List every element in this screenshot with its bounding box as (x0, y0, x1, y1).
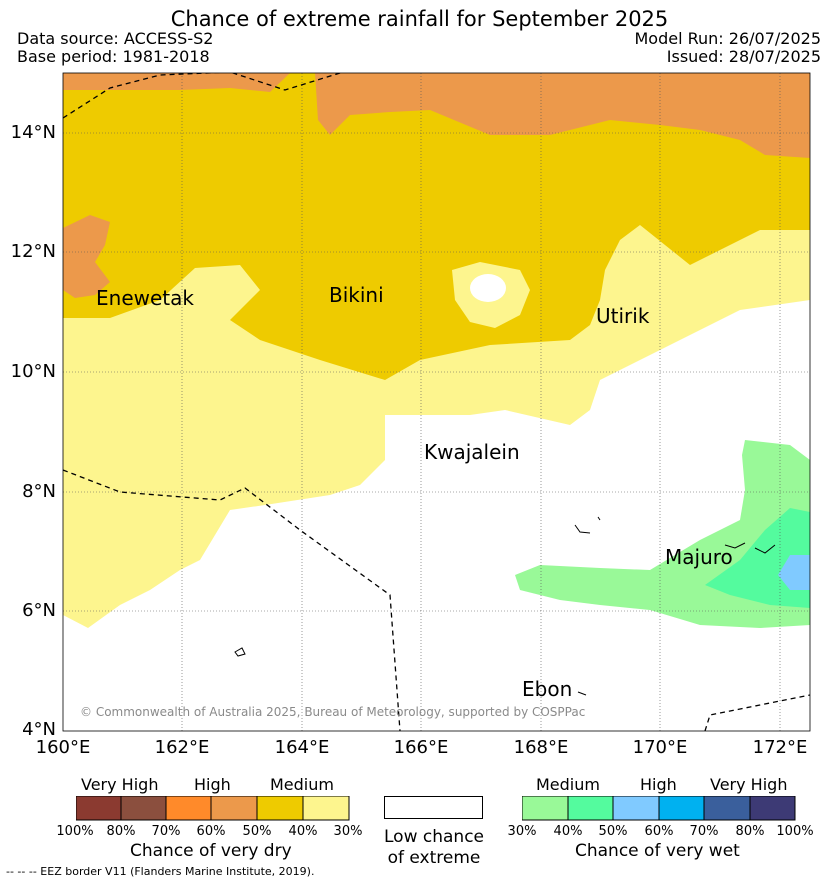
dry-swatch-80-70 (120, 796, 167, 821)
meta-left: Data source: ACCESS-S2 Base period: 1981… (17, 30, 213, 66)
low-chance-line2: of extreme (387, 848, 481, 868)
place-bikini: Bikini (329, 283, 384, 307)
lat-label-6n: 6°N (22, 600, 56, 621)
dry-60-70-region-top (63, 73, 290, 92)
wet-50-60-region (778, 555, 810, 590)
wet-swatch-40-50 (567, 796, 614, 821)
dry-tick-60: 60% (196, 824, 226, 839)
dry-tick-70: 70% (151, 824, 181, 839)
dry-swatch-60-50 (210, 796, 258, 821)
lat-label-10n: 10°N (10, 361, 56, 382)
lon-label-162e: 162°E (154, 737, 210, 758)
wet-legend-title: Chance of very wet (575, 841, 740, 861)
wet-swatch-50-60 (612, 796, 660, 821)
map-fill-layers (63, 73, 810, 731)
dry-tick-50: 50% (242, 824, 272, 839)
lon-label-172e: 172°E (752, 737, 808, 758)
place-kwajalein: Kwajalein (424, 440, 520, 464)
eez-borders (63, 73, 810, 731)
eez-border-note: -- -- -- EEZ border V11 (Flanders Marine… (6, 865, 315, 878)
wet-40-50-region (705, 508, 810, 608)
lon-label-164e: 164°E (274, 737, 330, 758)
base-period: Base period: 1981-2018 (17, 47, 210, 66)
wet-tick-70: 70% (689, 824, 719, 839)
dry-tick-40: 40% (288, 824, 318, 839)
meta-right: Model Run: 26/07/2025 Issued: 28/07/2025 (635, 30, 822, 66)
wet-swatch-60-70 (658, 796, 705, 821)
wet-swatch-70-80 (703, 796, 751, 821)
dry-40-50-region (63, 73, 810, 380)
wet-tick-60: 60% (644, 824, 674, 839)
dry-tick-100: 100% (56, 824, 94, 839)
lon-label-170e: 170°E (632, 737, 688, 758)
dry-swatch-100-80 (76, 796, 122, 821)
island-outlines (234, 516, 776, 696)
dry-swatch-50-40 (256, 796, 304, 821)
lon-label-160e: 160°E (35, 737, 91, 758)
lat-label-14n: 14°N (10, 122, 56, 143)
wet-tick-40: 40% (553, 824, 583, 839)
wet-tick-30: 30% (507, 824, 537, 839)
wet-band-very-high: Very High (710, 775, 788, 794)
wet-tick-50: 50% (598, 824, 628, 839)
data-source: Data source: ACCESS-S2 (17, 29, 214, 48)
dry-band-medium: Medium (270, 775, 334, 794)
dry-tick-80: 80% (106, 824, 136, 839)
wet-band-high: High (640, 775, 677, 794)
wet-band-medium: Medium (536, 775, 600, 794)
dry-swatch-40-30 (302, 796, 350, 821)
copyright-notice: © Commonwealth of Australia 2025, Bureau… (80, 705, 586, 719)
dry-band-high: High (194, 775, 231, 794)
wet-colorbar (522, 796, 796, 821)
lat-label-4n: 4°N (22, 719, 56, 740)
dry-tick-30: 30% (333, 824, 363, 839)
place-utirik: Utirik (596, 304, 650, 328)
dry-60-70-region-ne (315, 73, 810, 158)
wet-swatch-30-40 (522, 796, 569, 821)
dry-swatch-70-60 (165, 796, 212, 821)
lat-label-12n: 12°N (10, 241, 56, 262)
issued-date: Issued: 28/07/2025 (666, 47, 821, 66)
lon-label-166e: 166°E (393, 737, 449, 758)
low-chance-hole (470, 274, 506, 302)
low-chance-swatch (384, 796, 483, 819)
wet-swatch-80-100 (749, 796, 796, 821)
dry-60-70-region-west (63, 215, 110, 298)
dry-band-very-high: Very High (81, 775, 159, 794)
dry-colorbar (76, 796, 350, 821)
place-ebon: Ebon (522, 677, 573, 701)
map-frame (62, 72, 811, 732)
place-majuro: Majuro (665, 545, 733, 569)
model-run: Model Run: 26/07/2025 (634, 29, 822, 48)
low-chance-line1: Low chance (384, 827, 484, 847)
wet-tick-80: 80% (735, 824, 765, 839)
map-title: Chance of extreme rainfall for September… (170, 7, 669, 31)
low-chance-label: Low chance of extreme (364, 827, 504, 869)
lon-label-168e: 168°E (513, 737, 569, 758)
place-enewetak: Enewetak (96, 286, 194, 310)
dry-legend-title: Chance of very dry (130, 841, 292, 861)
lat-label-8n: 8°N (22, 481, 56, 502)
wet-tick-100: 100% (776, 824, 814, 839)
